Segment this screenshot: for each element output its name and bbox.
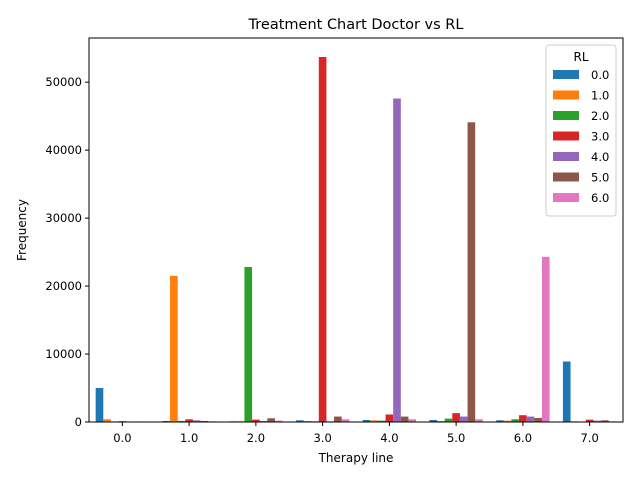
bar-rl-3.0-line-1.0 (185, 419, 193, 422)
legend: RL 0.0 1.0 2.0 3.0 4.0 5.0 6.0 (545, 44, 617, 217)
legend-label: 3.0 (591, 130, 609, 144)
x-tick-label: 0.0 (113, 431, 131, 445)
bar-rl-0.0-line-1.0 (162, 420, 171, 422)
bar-rl-6.0-line-3.0 (341, 419, 350, 422)
bar-rl-5.0-line-7.0 (601, 420, 609, 422)
y-tick-label: 0 (75, 415, 82, 429)
bar-rl-0.0-line-5.0 (429, 419, 438, 422)
x-tick-label: 3.0 (313, 431, 331, 445)
bar-rl-6.0-line-4.0 (408, 419, 417, 422)
x-tick-label: 2.0 (247, 431, 265, 445)
x-tick-label: 1.0 (180, 431, 198, 445)
bar-rl-3.0-line-4.0 (385, 414, 394, 422)
y-axis: 0 10000 20000 30000 40000 50000 (45, 75, 89, 429)
x-tick-label: 7.0 (580, 431, 598, 445)
y-tick-label: 50000 (45, 75, 82, 89)
legend-swatch (553, 90, 579, 100)
bar-rl-1.0-line-6.0 (503, 420, 512, 422)
bar-rl-2.0-line-1.0 (177, 420, 186, 422)
legend-label: 2.0 (591, 109, 609, 123)
bar-rl-3.0-line-7.0 (585, 419, 594, 422)
bars-group (95, 57, 617, 423)
bar-rl-2.0-line-5.0 (444, 418, 453, 422)
legend-swatch (553, 111, 579, 120)
legend-swatch (553, 131, 579, 141)
x-tick-label: 6.0 (514, 431, 532, 445)
y-axis-label: Frequency (15, 199, 29, 261)
bar-rl-2.0-line-6.0 (511, 419, 520, 422)
y-tick-label: 30000 (45, 211, 82, 225)
bar-rl-1.0-line-0.0 (103, 419, 111, 422)
legend-label: 1.0 (591, 89, 609, 103)
bar-rl-5.0-line-1.0 (200, 420, 209, 422)
bar-rl-5.0-line-4.0 (400, 416, 409, 422)
legend-swatch (553, 172, 579, 182)
bar-rl-0.0-line-3.0 (295, 420, 304, 422)
x-axis: 0.0 1.0 2.0 3.0 4.0 5.0 6.0 7.0 (113, 422, 599, 445)
bar-rl-4.0-line-7.0 (593, 420, 602, 422)
bar-rl-5.0-line-6.0 (534, 417, 542, 422)
x-axis-label: Therapy line (318, 451, 394, 465)
bar-rl-4.0-line-5.0 (459, 416, 468, 422)
bar-rl-3.0-line-5.0 (452, 413, 460, 422)
plot-frame (88, 37, 624, 423)
bar-rl-0.0-line-4.0 (362, 419, 371, 422)
x-tick-label: 4.0 (380, 431, 398, 445)
bar-rl-0.0-line-6.0 (496, 420, 504, 422)
legend-label: 5.0 (591, 171, 609, 185)
legend-items: 0.0 1.0 2.0 3.0 4.0 5.0 6.0 (553, 68, 609, 205)
bar-rl-2.0-line-4.0 (377, 420, 386, 422)
bar-rl-6.0-line-5.0 (475, 419, 483, 422)
bar-rl-0.0-line-7.0 (562, 361, 571, 422)
bar-rl-6.0-line-6.0 (541, 256, 550, 422)
bar-rl-1.0-line-1.0 (170, 275, 178, 422)
bar-rl-1.0-line-3.0 (303, 420, 312, 422)
legend-swatch (553, 193, 579, 202)
x-tick-label: 5.0 (447, 431, 465, 445)
bar-rl-3.0-line-6.0 (519, 415, 527, 422)
bar-rl-4.0-line-2.0 (259, 420, 268, 422)
legend-label: 0.0 (591, 68, 609, 82)
legend-swatch (553, 70, 579, 79)
bar-rl-2.0-line-2.0 (244, 267, 253, 422)
legend-label: 4.0 (591, 150, 609, 164)
legend-title: RL (573, 50, 588, 64)
legend-swatch (553, 152, 579, 161)
bar-rl-0.0-line-0.0 (95, 388, 104, 422)
bar-rl-4.0-line-1.0 (192, 420, 201, 422)
y-tick-label: 20000 (45, 279, 82, 293)
bar-rl-1.0-line-5.0 (437, 420, 445, 422)
legend-label: 6.0 (591, 191, 609, 205)
bar-rl-3.0-line-2.0 (252, 419, 260, 422)
y-tick-label: 40000 (45, 143, 82, 157)
bar-rl-4.0-line-4.0 (393, 98, 401, 423)
y-tick-label: 10000 (45, 347, 82, 361)
bar-rl-5.0-line-2.0 (267, 418, 275, 422)
bar-rl-5.0-line-3.0 (334, 416, 342, 422)
bar-rl-4.0-line-6.0 (526, 416, 535, 422)
bar-rl-5.0-line-5.0 (467, 122, 476, 422)
chart-title: Treatment Chart Doctor vs RL (248, 17, 464, 33)
bar-rl-3.0-line-3.0 (318, 57, 327, 422)
bar-rl-6.0-line-2.0 (274, 420, 283, 422)
bar-rl-1.0-line-4.0 (370, 420, 378, 422)
